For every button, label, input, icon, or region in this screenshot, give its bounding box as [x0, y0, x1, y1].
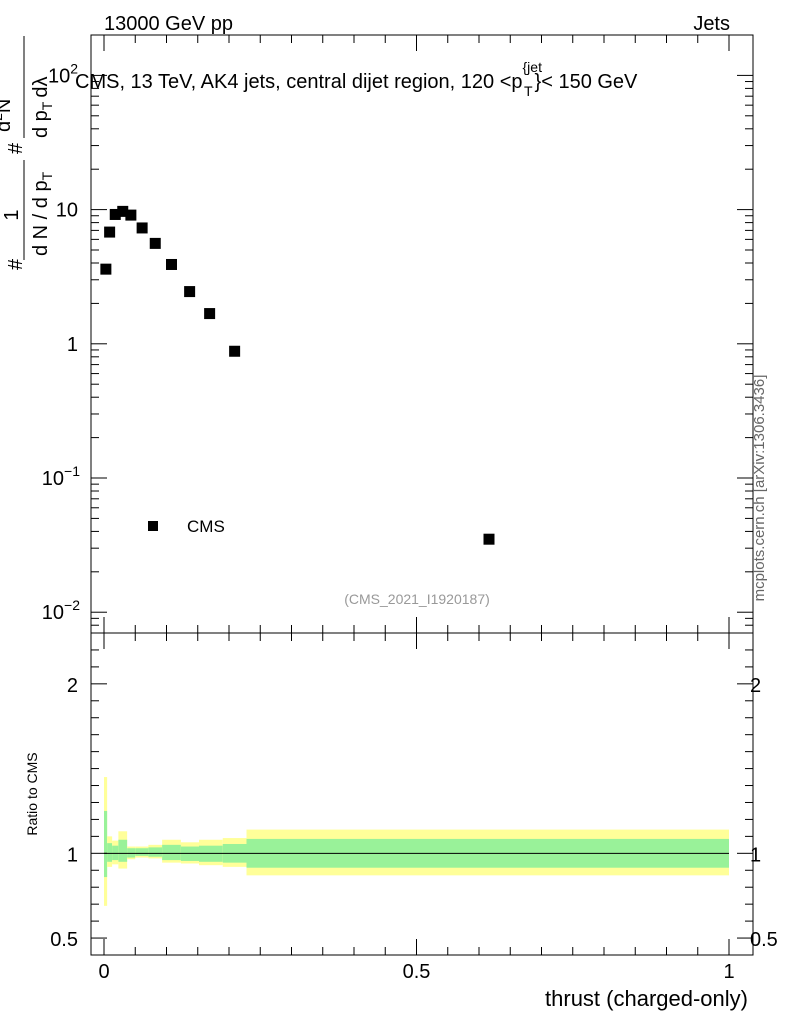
- data-point: [100, 263, 112, 275]
- svg-text:#: #: [5, 258, 27, 270]
- data-point: [149, 237, 161, 249]
- data-point: [166, 258, 177, 270]
- legend-marker: [148, 521, 158, 531]
- main-panel: 102 10 1 10−1 10−2 CMS, 13 TeV, AK4 jets, ce…: [0, 34, 754, 634]
- main-ticks: 102 10 1 10−1 10−2: [42, 34, 753, 634]
- ratio-frame: [90, 632, 754, 956]
- data-point: [117, 205, 129, 217]
- ratio-y-tick-label: 2: [67, 675, 78, 697]
- ratio-bands: [104, 777, 729, 906]
- x-tick-label: 0.5: [403, 961, 431, 983]
- y-tick-label: 1: [67, 334, 78, 356]
- side-credit-label: mcplots.cern.ch [arXiv:1306.3436]: [751, 375, 768, 602]
- ratio-inner-band: [148, 847, 163, 857]
- main-y-axis-label: # 1 d N / d pT # d2N d pTdλ: [0, 36, 55, 270]
- svg-text:d2N: d2N: [0, 99, 15, 132]
- data-point: [483, 533, 495, 545]
- y-tick-label: 10: [56, 200, 78, 222]
- x-tick-label: 0: [98, 961, 109, 983]
- x-tick-label: 1: [723, 961, 734, 983]
- svg-text:d pTdλ: d pTdλ: [30, 77, 55, 139]
- data-point: [125, 209, 137, 221]
- analysis-watermark: (CMS_2021_I1920187): [344, 591, 490, 607]
- ratio-y-tick-label-right: 2: [750, 675, 761, 697]
- ratio-inner-band: [118, 839, 128, 862]
- data-point: [104, 226, 116, 238]
- ratio-y-tick-label-right: 1: [750, 844, 761, 866]
- y-tick-label: 102: [48, 60, 78, 87]
- header-right: Jets: [693, 13, 730, 35]
- y-tick-label: 10−1: [42, 463, 80, 490]
- data-point: [184, 286, 196, 298]
- y-tick-label: 10−2: [42, 597, 80, 624]
- ratio-y-tick-label: 0.5: [50, 929, 78, 951]
- data-point: [204, 308, 216, 320]
- svg-text:#: #: [5, 142, 27, 154]
- ratio-inner-band: [162, 844, 181, 861]
- main-markers: [100, 205, 495, 545]
- svg-text:d N / d pT: d N / d pT: [30, 171, 55, 256]
- ratio-inner-band: [135, 848, 149, 856]
- data-point: [229, 345, 241, 357]
- ratio-inner-band: [107, 843, 113, 862]
- ratio-inner-band: [104, 810, 108, 878]
- svg-text:1: 1: [1, 209, 23, 220]
- ratio-y-tick-label: 1: [67, 844, 78, 866]
- header-left: 13000 GeV pp: [104, 13, 233, 35]
- ratio-y-axis-label: Ratio to CMS: [24, 752, 40, 835]
- legend-label: CMS: [187, 517, 225, 536]
- x-axis-label: thrust (charged-only): [545, 986, 748, 1011]
- data-point: [136, 222, 148, 234]
- chart-title: CMS, 13 TeV, AK4 jets, central dijet reg…: [75, 59, 638, 99]
- ratio-ticks: 0.5 0.5 1 1 2 2 0 0.5 1: [50, 633, 778, 983]
- ratio-y-tick-label-right: 0.5: [750, 929, 778, 951]
- ratio-panel: 0.5 0.5 1 1 2 2 0 0.5 1 Ratio to CMS thrust (cha…: [24, 632, 778, 1011]
- data-point: [109, 208, 121, 220]
- main-frame: [90, 34, 754, 634]
